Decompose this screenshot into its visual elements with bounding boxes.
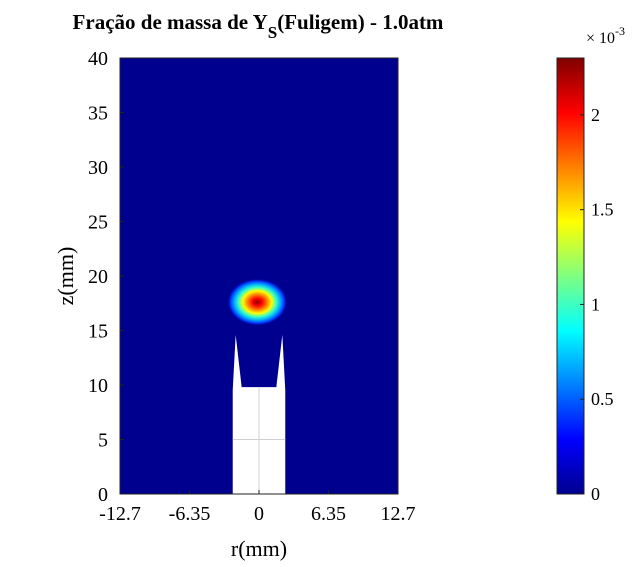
colorbar-exponent-power: -3 (615, 24, 625, 38)
x-tick-label: 6.35 (311, 503, 346, 525)
y-tick-label: 0 (98, 484, 108, 506)
y-tick-label: 40 (88, 48, 108, 70)
colorbar (556, 57, 585, 495)
y-tick-label: 5 (98, 430, 108, 452)
x-tick-label: 12.7 (381, 503, 416, 525)
plot-area (120, 58, 398, 494)
chart-title: Fração de massa de YS(Fuligem) - 1.0atm (73, 10, 444, 42)
y-axis: 0 5 10 15 20 25 30 35 40 (88, 48, 124, 506)
x-tick-label: 0 (254, 503, 264, 525)
x-tick-label: -6.35 (169, 503, 211, 525)
colorbar-tick-label: 2 (591, 105, 600, 125)
y-axis-label: z(mm) (53, 247, 78, 306)
x-tick-label: -12.7 (99, 503, 141, 525)
y-tick-label: 30 (88, 157, 108, 179)
x-axis-label: r(mm) (231, 536, 287, 561)
colorbar-exponent: × 10-3 (586, 24, 625, 47)
colorbar-tick-label: 1.5 (591, 200, 614, 220)
y-tick-label: 25 (88, 212, 108, 234)
chart-title-main: Fração de massa de Y (73, 10, 268, 34)
y-tick-label: 15 (88, 321, 108, 343)
y-tick-label: 35 (88, 103, 108, 125)
y-tick-label: 20 (88, 266, 108, 288)
colorbar-exponent-base: × 10 (586, 30, 615, 47)
chart-title-subscript: S (268, 23, 277, 42)
colorbar-ticks: 0 0.5 1 1.5 2 (580, 105, 614, 504)
x-axis: -12.7 -6.35 0 6.35 12.7 (99, 490, 416, 525)
soot-blob (227, 278, 288, 326)
chart-title-rest: (Fuligem) - 1.0atm (277, 10, 444, 34)
colorbar-tick-label: 1 (591, 294, 600, 314)
y-tick-label: 10 (88, 375, 108, 397)
colorbar-tick-label: 0.5 (591, 389, 614, 409)
colorbar-tick-label: 0 (591, 484, 600, 504)
